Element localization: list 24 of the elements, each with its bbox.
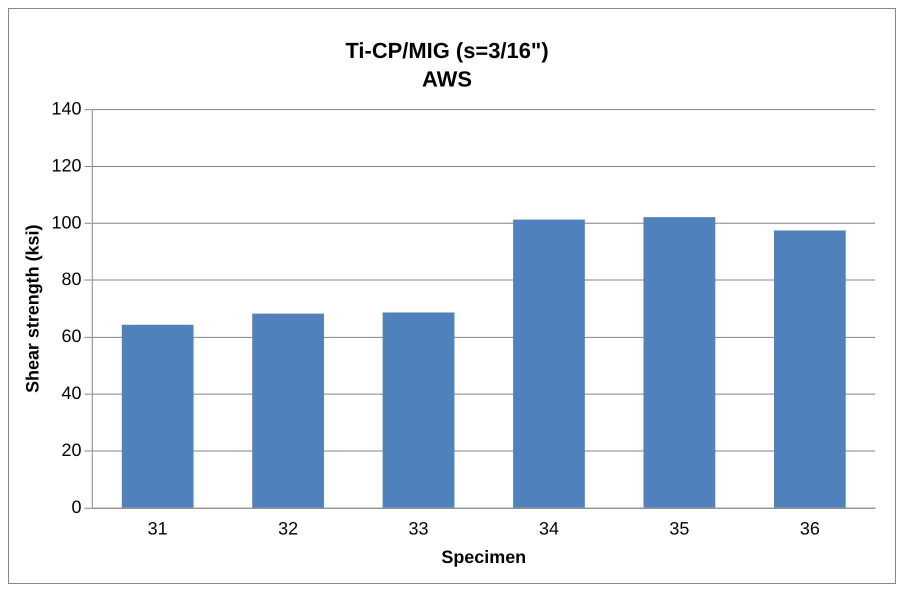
x-tick-label: 34 <box>538 518 559 539</box>
x-tick-label: 36 <box>800 518 820 539</box>
x-tick-label: 32 <box>278 518 298 539</box>
y-tick-label: 80 <box>62 269 82 290</box>
y-tick-label: 60 <box>62 326 82 346</box>
bar <box>774 230 846 508</box>
y-tick-label: 120 <box>52 155 82 176</box>
x-tick-label: 33 <box>408 518 429 539</box>
y-axis-title: Shear strength (ksi) <box>22 224 43 393</box>
x-tick-label: 35 <box>669 518 690 539</box>
bar <box>513 220 585 508</box>
bar <box>382 312 454 508</box>
x-axis-title: Specimen <box>441 547 526 568</box>
chart-subtitle: AWS <box>422 66 472 92</box>
chart-title: Ti-CP/MIG (s=3/16") <box>345 38 549 64</box>
y-tick-label: 140 <box>52 98 82 118</box>
y-tick-label: 100 <box>52 212 82 232</box>
y-tick-label: 0 <box>71 497 82 518</box>
bar <box>644 217 716 508</box>
bar <box>252 314 324 508</box>
y-tick-label: 20 <box>62 440 82 460</box>
x-tick-label: 31 <box>148 518 168 539</box>
bar <box>122 324 194 508</box>
y-tick-label: 40 <box>62 383 82 404</box>
